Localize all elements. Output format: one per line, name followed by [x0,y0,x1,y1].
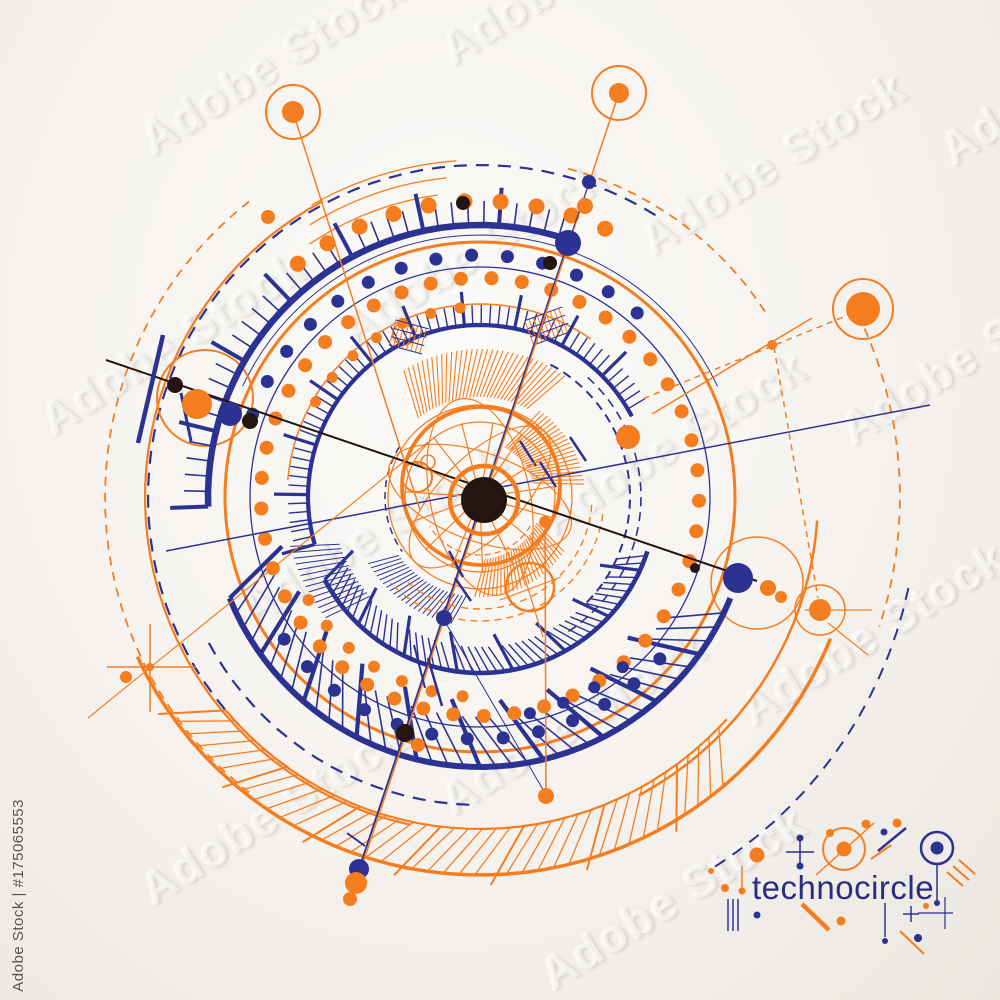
artwork-layer [87,65,976,955]
artwork-title: technocircle [752,869,934,906]
watermark-asset-id: Adobe Stock | #175065553 [10,799,27,992]
